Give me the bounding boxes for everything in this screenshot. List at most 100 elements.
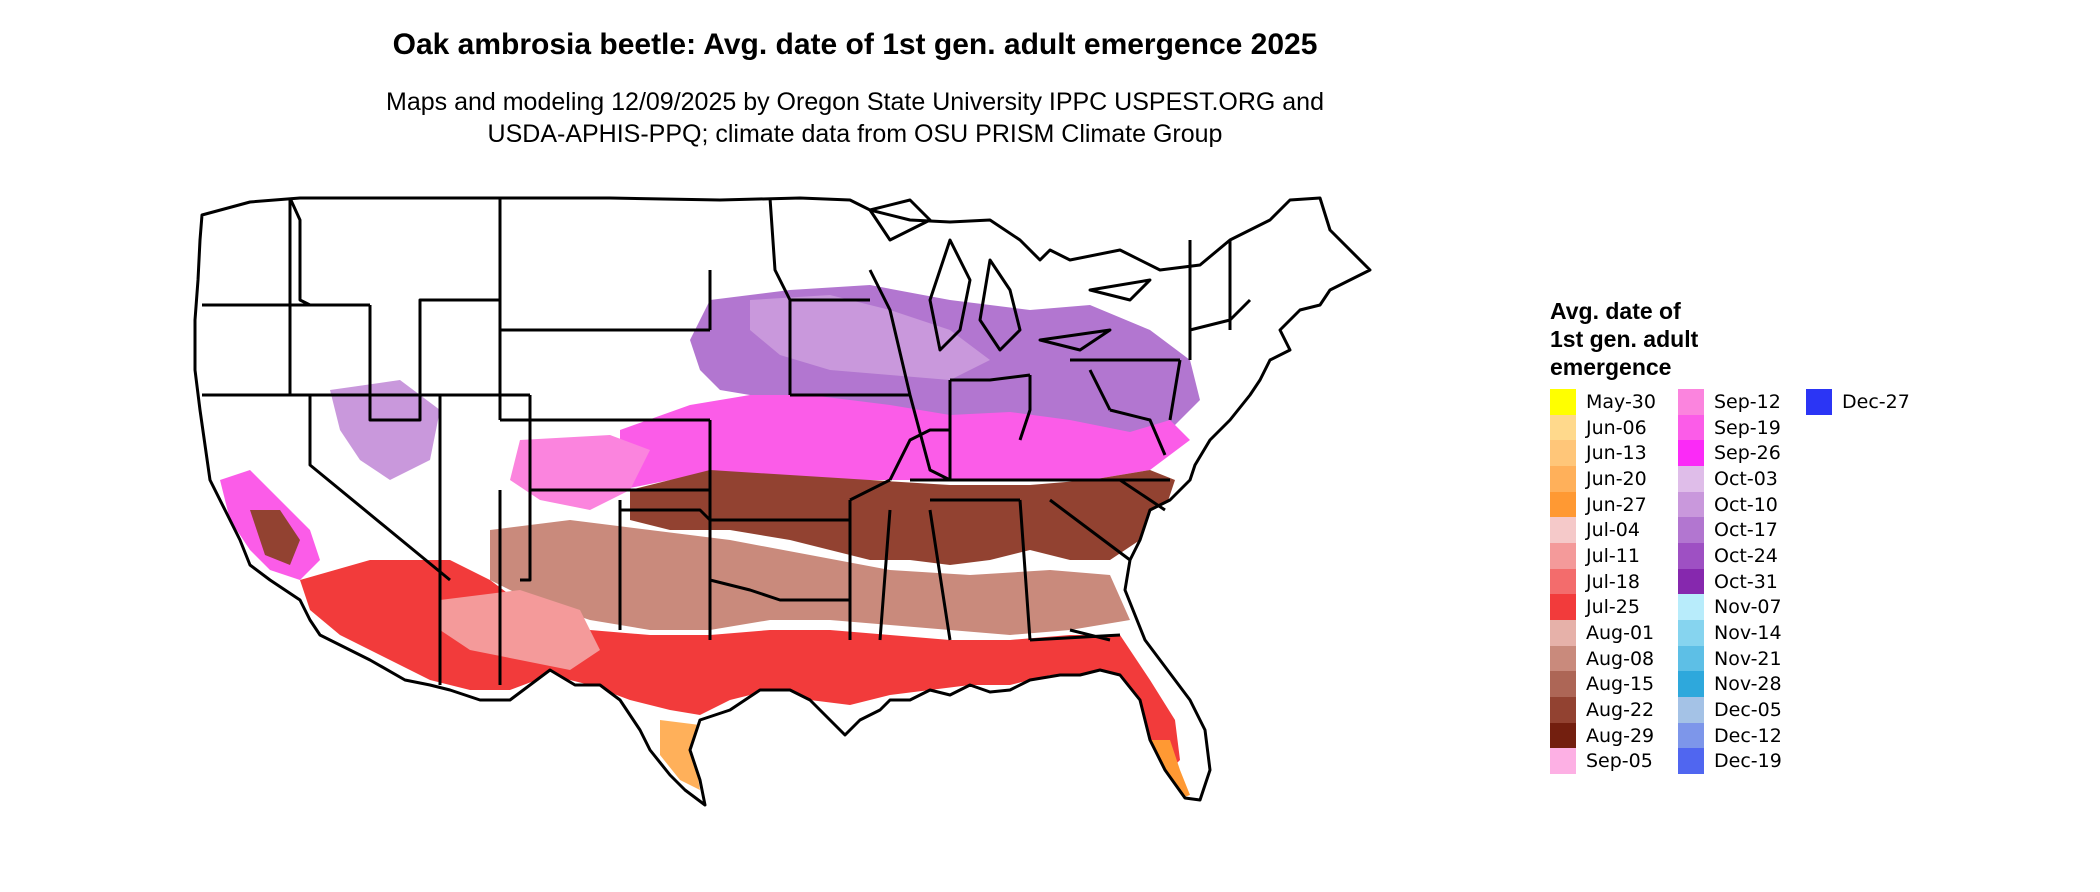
legend-item: Nov-21 [1678, 645, 1806, 672]
legend-swatch [1806, 388, 1832, 415]
legend-label: Aug-29 [1586, 724, 1655, 747]
zone-oct-light [750, 295, 990, 380]
legend-item: Jul-25 [1550, 594, 1678, 621]
legend-item: Dec-12 [1678, 722, 1806, 749]
legend-item: Jul-18 [1550, 568, 1678, 595]
legend-swatch [1550, 491, 1576, 518]
legend-label: Oct-31 [1714, 570, 1778, 593]
legend-swatch [1550, 722, 1576, 749]
legend-item: Oct-10 [1678, 491, 1806, 518]
legend-label: Sep-12 [1714, 390, 1781, 413]
map-legend: Avg. date of 1st gen. adult emergence Ma… [1550, 297, 1910, 775]
legend-title: Avg. date of 1st gen. adult emergence [1550, 297, 1770, 381]
map-subtitle: Maps and modeling 12/09/2025 by Oregon S… [0, 86, 1710, 150]
legend-label: Jul-25 [1586, 596, 1640, 619]
legend-swatch [1550, 594, 1576, 621]
legend-swatch [1550, 671, 1576, 698]
legend-label: Aug-01 [1586, 622, 1655, 645]
legend-label: Aug-08 [1586, 647, 1655, 670]
legend-item: Jun-13 [1550, 440, 1678, 467]
legend-label: Oct-17 [1714, 519, 1778, 542]
legend-item: Dec-19 [1678, 748, 1806, 775]
legend-item: Oct-24 [1678, 542, 1806, 569]
legend-item: Aug-29 [1550, 722, 1678, 749]
legend-swatch [1550, 517, 1576, 544]
legend-swatch [1678, 594, 1704, 621]
great-lakes [868, 198, 1152, 352]
legend-label: Dec-27 [1842, 390, 1910, 413]
zone-west-purple [330, 380, 440, 480]
legend-item: Nov-14 [1678, 620, 1806, 647]
legend-item: Aug-15 [1550, 671, 1678, 698]
legend-label: Oct-24 [1714, 544, 1778, 567]
legend-title-line-3: emergence [1550, 354, 1672, 380]
legend-item: May-30 [1550, 388, 1678, 415]
zone-aug-mid [490, 520, 1130, 635]
legend-item: Jul-04 [1550, 517, 1678, 544]
zone-jul-light [440, 590, 600, 670]
legend-swatch [1550, 440, 1576, 467]
zone-west-brown [250, 510, 300, 565]
legend-label: May-30 [1586, 390, 1656, 413]
legend-swatch [1550, 620, 1576, 647]
legend-column: Sep-12 Sep-19 Sep-26 Oct-03 Oct-10 Oct-17 Oct-… [1678, 388, 1806, 775]
legend-item: Sep-19 [1678, 414, 1806, 441]
legend-column: Dec-27 [1806, 388, 1934, 774]
legend-label: Jul-04 [1586, 519, 1640, 542]
legend-entries: May-30 Jun-06 Jun-13 Jun-20 Jun-27 Jul-04 Jul-… [1550, 388, 1934, 775]
zone-aug-late [630, 470, 1175, 565]
legend-label: Dec-19 [1714, 750, 1782, 773]
legend-item: Oct-03 [1678, 465, 1806, 492]
legend-swatch [1550, 645, 1576, 672]
legend-swatch [1678, 671, 1704, 698]
legend-swatch [1678, 517, 1704, 544]
legend-swatch [1550, 568, 1576, 595]
legend-swatch [1678, 542, 1704, 569]
data-raster [195, 198, 1370, 828]
legend-swatch [1678, 388, 1704, 415]
us-emergence-map [193, 196, 1372, 828]
legend-label: Dec-05 [1714, 699, 1782, 722]
legend-item: Dec-05 [1678, 697, 1806, 724]
legend-item: Sep-12 [1678, 388, 1806, 415]
legend-swatch [1678, 645, 1704, 672]
legend-swatch [1678, 465, 1704, 492]
legend-item: Jul-11 [1550, 542, 1678, 569]
legend-swatch [1678, 620, 1704, 647]
legend-swatch [1678, 491, 1704, 518]
legend-item: Aug-08 [1550, 645, 1678, 672]
conus-outline [193, 196, 1372, 807]
legend-item: Oct-17 [1678, 517, 1806, 544]
legend-item: Nov-28 [1678, 671, 1806, 698]
legend-label: Jul-11 [1586, 544, 1640, 567]
legend-label: Jun-06 [1586, 416, 1647, 439]
legend-item: Nov-07 [1678, 594, 1806, 621]
legend-swatch [1678, 568, 1704, 595]
legend-label: Jun-13 [1586, 442, 1647, 465]
legend-swatch [1550, 748, 1576, 775]
legend-item: Sep-05 [1550, 748, 1678, 775]
zone-fl-keys [1150, 815, 1190, 828]
legend-swatch [1550, 542, 1576, 569]
subtitle-line-2: USDA-APHIS-PPQ; climate data from OSU PR… [487, 120, 1223, 148]
zone-sep [620, 395, 1190, 490]
legend-label: Oct-10 [1714, 493, 1778, 516]
legend-item: Aug-22 [1550, 697, 1678, 724]
legend-title-line-2: 1st gen. adult [1550, 326, 1699, 352]
legend-swatch [1550, 465, 1576, 492]
legend-swatch [1678, 748, 1704, 775]
legend-label: Oct-03 [1714, 467, 1778, 490]
legend-label: Sep-26 [1714, 442, 1781, 465]
legend-item: Oct-31 [1678, 568, 1806, 595]
legend-swatch [1678, 440, 1704, 467]
state-boundaries [193, 196, 1372, 807]
legend-swatch [1678, 414, 1704, 441]
legend-label: Nov-28 [1714, 673, 1782, 696]
legend-column: May-30 Jun-06 Jun-13 Jun-20 Jun-27 Jul-04 Jul-… [1550, 388, 1678, 775]
legend-label: Dec-12 [1714, 724, 1782, 747]
legend-label: Jun-27 [1586, 493, 1647, 516]
legend-item: Jun-27 [1550, 491, 1678, 518]
legend-label: Nov-07 [1714, 596, 1782, 619]
legend-label: Jul-18 [1586, 570, 1640, 593]
legend-label: Sep-19 [1714, 416, 1781, 439]
